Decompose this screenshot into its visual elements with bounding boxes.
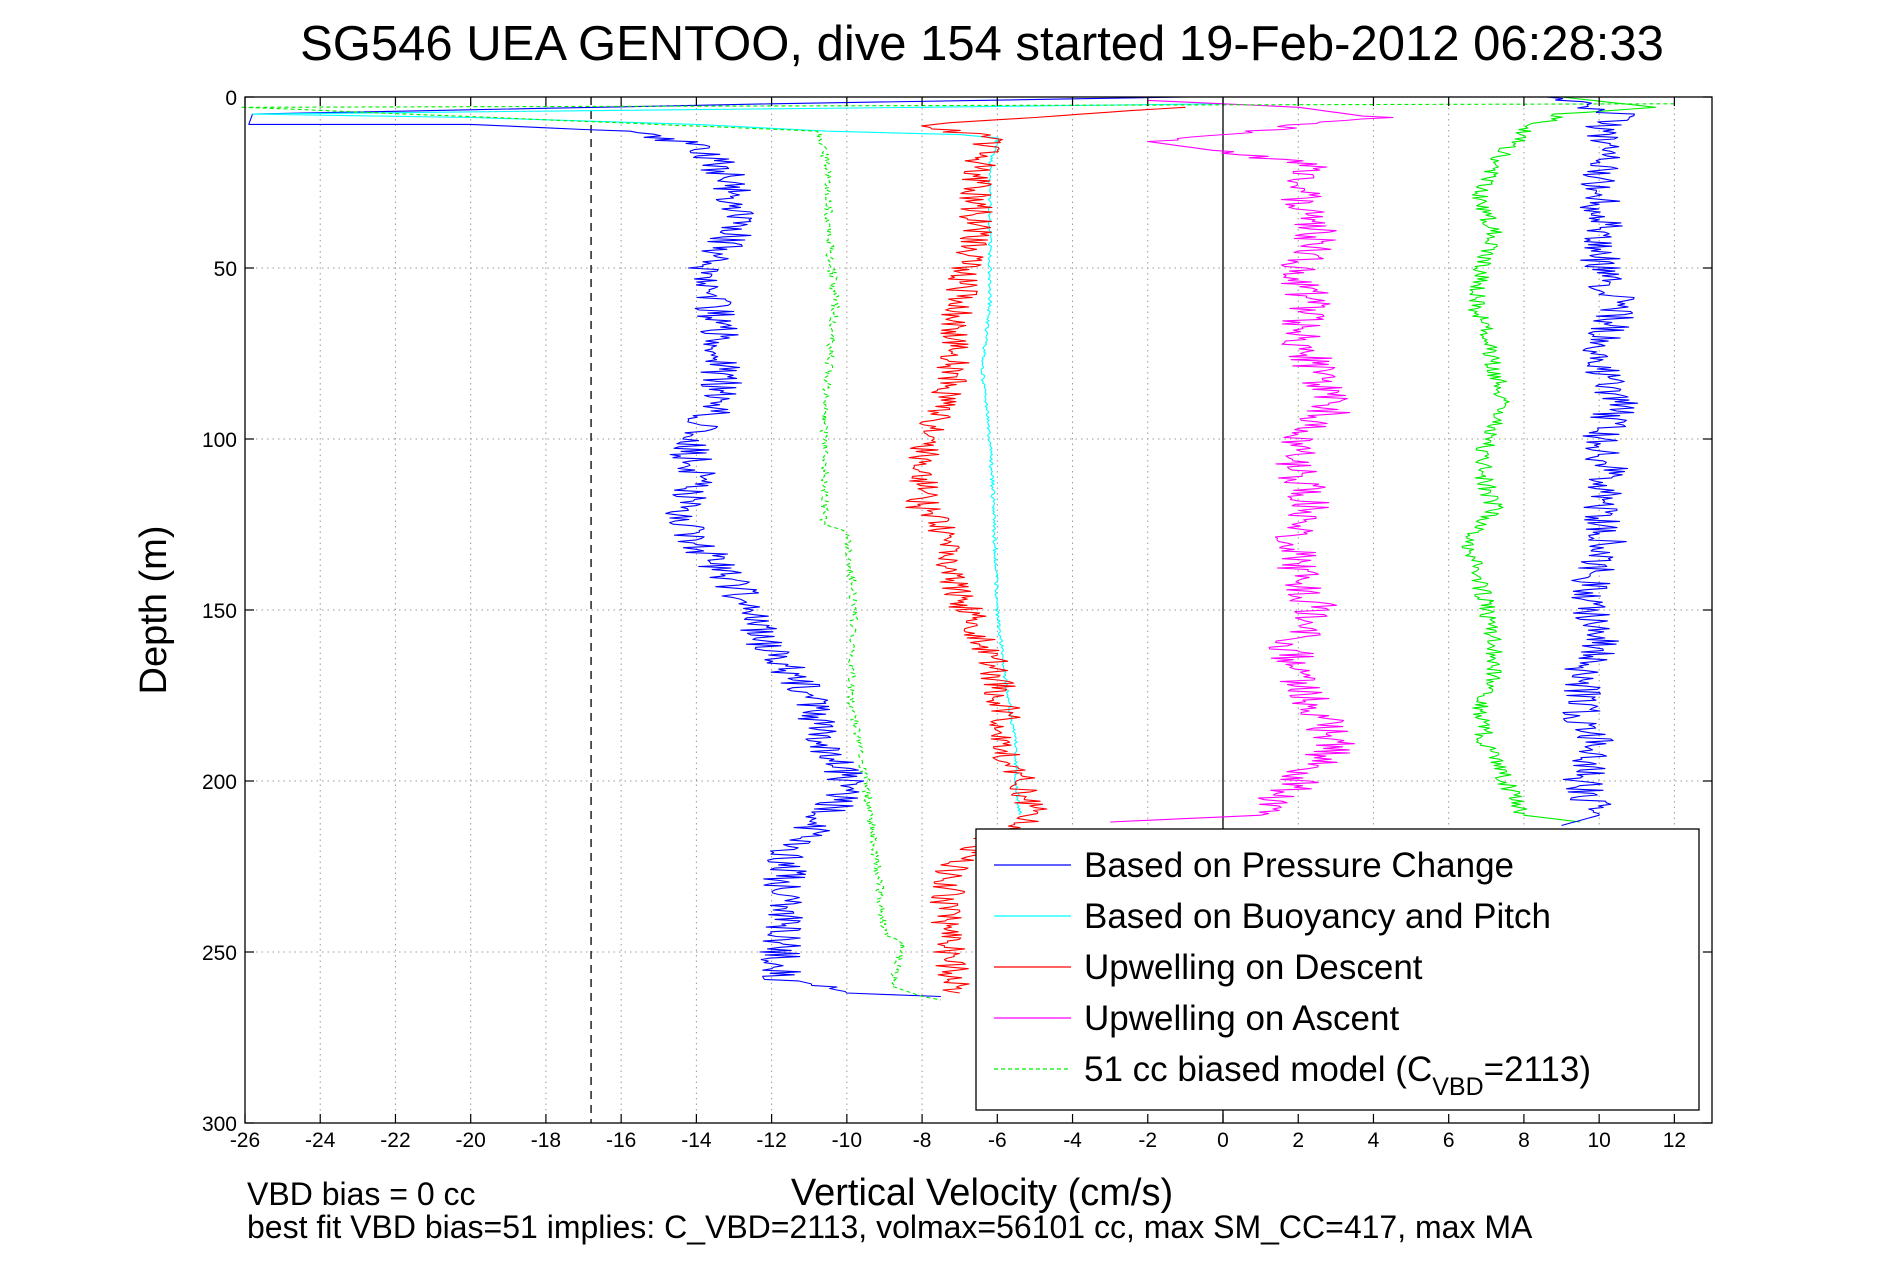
legend-entry-subscript: VBD [1432, 1073, 1483, 1101]
y-tick-label: 0 [225, 87, 237, 110]
legend-entry-label: Based on Buoyancy and Pitch [1084, 897, 1551, 936]
x-tick-label: -20 [456, 1129, 486, 1152]
series-line-ascent-pressure [1546, 96, 1639, 827]
x-tick-label: -4 [1063, 1129, 1082, 1152]
x-tick-label: -10 [832, 1129, 862, 1152]
x-tick-label: 2 [1292, 1129, 1304, 1152]
x-tick-label: -12 [756, 1129, 786, 1152]
x-tick-label: 4 [1368, 1129, 1380, 1152]
x-tick-label: 10 [1587, 1129, 1610, 1152]
x-tick-label: -8 [913, 1129, 932, 1152]
series-line-based-on-pressure-change [248, 96, 1186, 998]
legend-entry-label: Based on Pressure Change [1084, 846, 1514, 885]
y-axis-label: Depth (m) [133, 526, 175, 695]
footer-note-best-fit: best fit VBD bias=51 implies: C_VBD=2113… [247, 1209, 1533, 1245]
y-tick-label: 300 [202, 1113, 237, 1136]
y-tick-label: 250 [202, 942, 237, 965]
y-tick-label: 100 [202, 429, 237, 452]
x-tick-label: -22 [380, 1129, 410, 1152]
x-tick-label: -24 [305, 1129, 336, 1152]
legend-box [975, 828, 1700, 1111]
legend-entry-label: 51 cc biased model (CVBD=2113) [1084, 1050, 1591, 1101]
y-tick-label: 200 [202, 771, 237, 794]
series-line-based-on-buoyancy-and-pitch [251, 103, 1224, 816]
x-axis-label: Vertical Velocity (cm/s) [791, 1172, 1173, 1214]
x-tick-label: -14 [681, 1129, 712, 1152]
series-line-upwelling-on-ascent [1110, 99, 1394, 823]
x-tick-label: 6 [1443, 1129, 1455, 1152]
x-tick-label: 8 [1518, 1129, 1530, 1152]
chart-title: SG546 UEA GENTOO, dive 154 started 19-Fe… [300, 17, 1664, 71]
legend-entry-main: 51 cc biased model (C [1084, 1050, 1432, 1089]
chart-legend: Based on Pressure Change Based on Buoyanc… [975, 828, 1700, 1111]
x-tick-label: -2 [1138, 1129, 1157, 1152]
x-tick-label: -26 [230, 1129, 260, 1152]
y-tick-label: 150 [202, 600, 237, 623]
x-tick-label: 12 [1663, 1129, 1686, 1152]
legend-entry-tail: =2113) [1484, 1050, 1591, 1089]
footer-note-vbd-bias: VBD bias = 0 cc [247, 1176, 476, 1212]
x-tick-label: -16 [606, 1129, 636, 1152]
series-line-ascent-model [1461, 96, 1657, 823]
x-tick-label: -18 [531, 1129, 561, 1152]
x-tick-label: -6 [988, 1129, 1007, 1152]
y-tick-label: 50 [214, 258, 237, 281]
series-line-51-cc-biased-model-c-vbd-2113 [239, 103, 1675, 1001]
legend-entry-label: Upwelling on Descent [1084, 948, 1423, 987]
x-tick-label: 0 [1217, 1129, 1229, 1152]
legend-entry-label: Upwelling on Ascent [1084, 999, 1399, 1038]
